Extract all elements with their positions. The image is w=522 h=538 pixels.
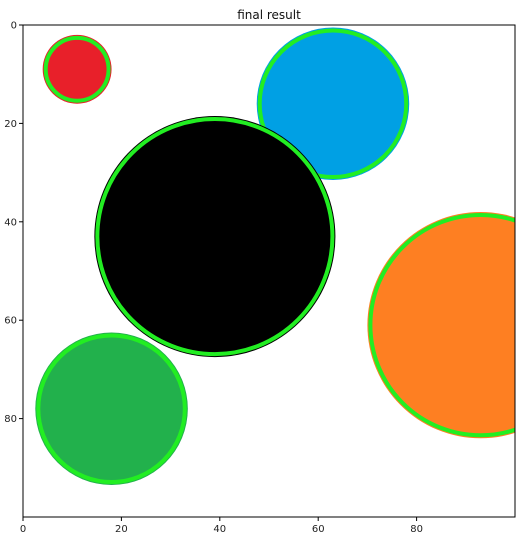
chart-title: final result (237, 8, 301, 22)
circle-orange (367, 211, 515, 439)
circle-blue (256, 27, 410, 180)
circle-orange-outline (368, 212, 515, 438)
circle-red-fill (42, 34, 112, 104)
y-tick-label-40: 40 (4, 217, 17, 228)
ticks-layer: 0 20 40 60 80 0 20 40 60 80 (4, 21, 423, 536)
x-tick-label-40: 40 (213, 524, 226, 535)
circle-green (35, 332, 188, 486)
y-tick-label-60: 60 (4, 316, 17, 327)
x-tick-label-20: 20 (115, 524, 128, 535)
circle-black-outline (95, 117, 335, 357)
circle-red (42, 34, 112, 104)
circle-blue-outline (257, 28, 409, 179)
x-tick-label-60: 60 (312, 524, 325, 535)
circle-orange-fill (367, 211, 515, 439)
y-tick-label-0: 0 (11, 21, 17, 32)
circle-blue-fill (256, 27, 410, 180)
circle-black (94, 116, 336, 358)
circle-green-fill (35, 332, 188, 486)
circle-green-outline (36, 333, 187, 485)
x-tick-label-0: 0 (20, 524, 26, 535)
x-tick-label-80: 80 (410, 524, 423, 535)
circle-red-outline (43, 35, 111, 103)
y-tick-label-20: 20 (4, 119, 17, 130)
circles-layer (35, 27, 515, 486)
circle-black-fill (94, 116, 336, 358)
plot-frame (22, 24, 516, 518)
y-tick-label-80: 80 (4, 414, 17, 425)
